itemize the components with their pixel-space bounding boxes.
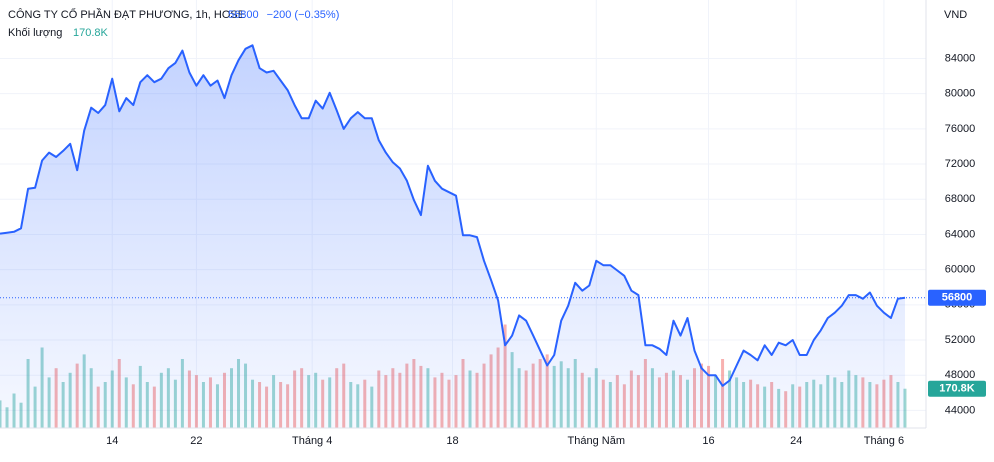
- x-tick-label: Tháng 4: [292, 435, 332, 447]
- x-tick-label: 18: [446, 435, 458, 447]
- y-tick-label: 52000: [945, 334, 976, 346]
- price-line: [0, 44, 906, 387]
- x-tick-label: 14: [106, 435, 118, 447]
- last-price-label: 56800: [942, 292, 973, 304]
- volume-title: Khối lượng: [8, 27, 62, 39]
- y-tick-label: 84000: [945, 52, 976, 64]
- volume-label: 170.8K: [939, 383, 975, 395]
- y-tick-label: 60000: [945, 264, 976, 276]
- x-tick-label: 22: [190, 435, 202, 447]
- y-tick-label: 72000: [945, 158, 976, 170]
- y-tick-label: 76000: [945, 123, 976, 135]
- currency-label: VND: [944, 9, 967, 21]
- x-tick-label: 16: [702, 435, 714, 447]
- y-tick-label: 44000: [945, 404, 976, 416]
- x-tick-label: Tháng Năm: [568, 435, 625, 447]
- volume-box: [928, 380, 986, 397]
- y-tick-label: 68000: [945, 193, 976, 205]
- last-price-box: [928, 289, 986, 306]
- x-tick-label: 24: [790, 435, 802, 447]
- header-price: 56800: [228, 9, 259, 21]
- x-tick-label: Tháng 6: [864, 435, 904, 447]
- y-tick-label: 64000: [945, 228, 976, 240]
- y-tick-label: 48000: [945, 369, 976, 381]
- volume-header-value: 170.8K: [73, 27, 109, 39]
- y-tick-label: 80000: [945, 88, 976, 100]
- chart-title: CÔNG TY CỔ PHẦN ĐẠT PHƯƠNG, 1h, HOSE: [8, 8, 245, 21]
- header-change: −200 (−0.35%): [267, 9, 340, 21]
